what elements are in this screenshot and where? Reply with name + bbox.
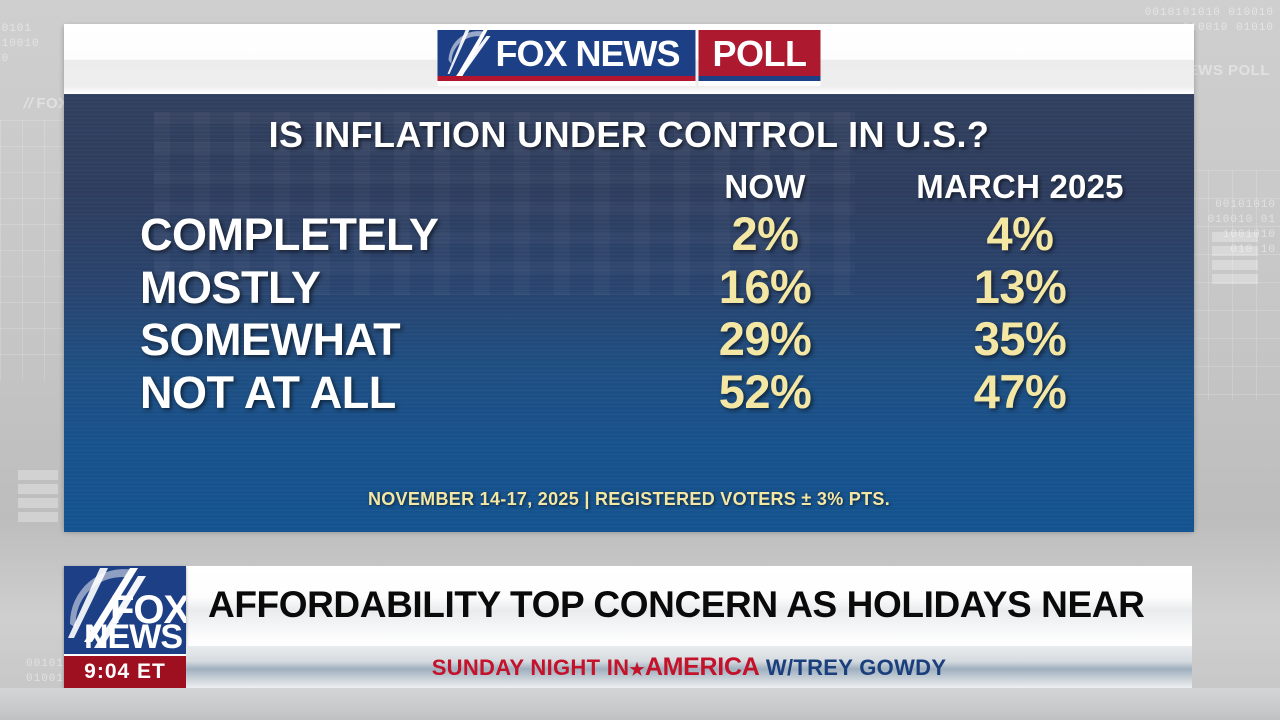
program-ticker-bar: SUNDAY NIGHT IN★AMERICA W/TREY GOWDY xyxy=(186,646,1192,688)
lower-third-row: FOX NEWS 9:04 ET AFFORDABILITY TOP CONCE… xyxy=(64,566,1192,688)
fox-searchlight-icon xyxy=(447,30,491,81)
poll-methodology-footnote: NOVEMBER 14-17, 2025 | REGISTERED VOTERS… xyxy=(367,489,891,509)
poll-value-not-at-all-now: 52% xyxy=(718,364,812,418)
table-row: COMPLETELY 2% 4% xyxy=(140,207,1180,261)
headline-bar: AFFORDABILITY TOP CONCERN AS HOLIDAYS NE… xyxy=(186,566,1192,646)
poll-value-completely-now: 2% xyxy=(731,207,799,260)
poll-value-mostly-march-2025: 13% xyxy=(973,259,1067,313)
poll-value-completely-march-2025: 4% xyxy=(986,207,1054,260)
lower-third-text-column: AFFORDABILITY TOP CONCERN AS HOLIDAYS NE… xyxy=(186,566,1192,688)
network-logo-box: FOX NEWS 9:04 ET xyxy=(64,566,186,688)
background-blocks-left xyxy=(18,470,58,530)
poll-table-header-row: NOW MARCH 2025 xyxy=(140,168,1180,206)
ticker-part-2: AMERICA xyxy=(644,652,760,681)
poll-column-header-march-2025: MARCH 2025 xyxy=(916,168,1124,205)
poll-graphic-panel: FOX NEWS POLL IS INFLATION UNDER CONTROL… xyxy=(64,24,1194,532)
background-binary-top-left: 00101 010010 10 xyxy=(0,23,40,65)
fox-news-poll-logo: FOX NEWS POLL xyxy=(437,30,821,86)
poll-column-header-now: NOW xyxy=(724,168,806,205)
poll-value-mostly-now: 16% xyxy=(718,259,812,313)
network-logo-news-text: NEWS xyxy=(84,618,183,656)
ticker-part-3: W/TREY GOWDY xyxy=(765,654,947,680)
poll-value-somewhat-march-2025: 35% xyxy=(973,312,1067,366)
poll-row-label-somewhat: SOMEWHAT xyxy=(140,314,401,366)
program-ticker-text: SUNDAY NIGHT IN★AMERICA W/TREY GOWDY xyxy=(431,652,947,681)
poll-logo-text: POLL xyxy=(712,33,808,74)
table-row: MOSTLY 16% 13% xyxy=(140,259,1180,314)
network-logo-fox-text: FOX xyxy=(110,588,186,632)
poll-panel-header: FOX NEWS POLL xyxy=(64,24,1194,94)
poll-results-table: NOW MARCH 2025 COMPLETELY 2% 4% MOSTLY 1… xyxy=(64,168,1194,419)
headline-text: AFFORDABILITY TOP CONCERN AS HOLIDAYS NE… xyxy=(208,583,1145,625)
poll-row-label-mostly: MOSTLY xyxy=(140,261,321,313)
bottom-edge-strip xyxy=(0,688,1280,720)
poll-row-label-completely: COMPLETELY xyxy=(140,209,439,260)
background-blocks-right xyxy=(1212,232,1258,306)
on-air-clock: 9:04 ET xyxy=(64,654,186,688)
table-row: SOMEWHAT 29% 35% xyxy=(140,313,1180,366)
poll-value-not-at-all-march-2025: 47% xyxy=(973,364,1067,418)
lower-third-banner: FOX NEWS 9:04 ET AFFORDABILITY TOP CONCE… xyxy=(64,566,1192,688)
poll-value-somewhat-now: 29% xyxy=(718,312,812,366)
poll-logo-block: POLL xyxy=(698,30,821,86)
ticker-part-1: SUNDAY NIGHT IN xyxy=(431,654,630,680)
table-row: NOT AT ALL 52% 47% xyxy=(140,364,1180,419)
background-binary-right-mid: 00101010 010010 01 1001010 010 10 xyxy=(1207,199,1276,256)
fox-news-logo-text: FOX NEWS xyxy=(495,33,680,74)
fox-searchlight-icon xyxy=(68,568,148,652)
star-icon: ★ xyxy=(629,659,645,679)
poll-question-title: IS INFLATION UNDER CONTROL IN U.S.? xyxy=(268,114,990,155)
slash-icon: // xyxy=(21,95,36,112)
poll-row-label-not-at-all: NOT AT ALL xyxy=(140,366,396,418)
poll-panel-body: IS INFLATION UNDER CONTROL IN U.S.? NOW … xyxy=(64,94,1194,532)
fox-news-logo-block: FOX NEWS xyxy=(437,30,696,86)
